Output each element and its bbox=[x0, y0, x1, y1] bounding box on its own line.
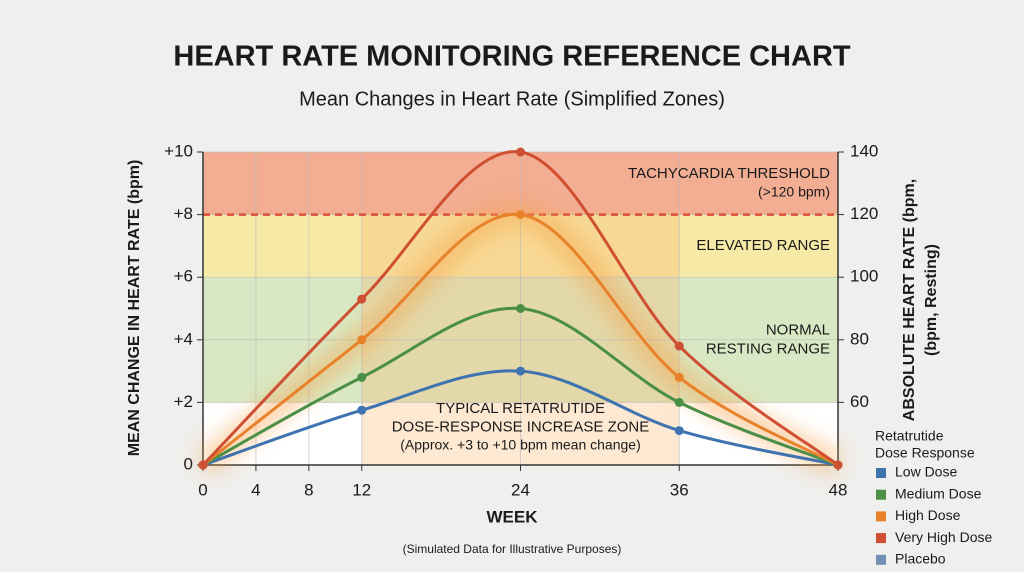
x-tick-label: 36 bbox=[670, 480, 689, 499]
x-tick-label: 48 bbox=[829, 480, 848, 499]
x-tick-label: 24 bbox=[511, 480, 530, 499]
data-point bbox=[674, 341, 684, 351]
data-point bbox=[674, 397, 684, 407]
legend-swatch bbox=[876, 511, 886, 522]
data-point bbox=[357, 405, 367, 415]
zone-label: NORMAL bbox=[766, 321, 830, 338]
zone-label: (>120 bpm) bbox=[758, 184, 830, 200]
y-tick-label: 0 bbox=[184, 454, 193, 473]
zone-label: ELEVATED RANGE bbox=[696, 237, 830, 254]
legend-label: Low Dose bbox=[895, 464, 957, 480]
x-tick-label: 8 bbox=[304, 480, 313, 499]
footnote: (Simulated Data for Illustrative Purpose… bbox=[403, 542, 622, 556]
highlight-label: TYPICAL RETATRUTIDE bbox=[436, 400, 605, 417]
legend-swatch bbox=[876, 489, 886, 500]
data-point bbox=[516, 304, 525, 313]
legend-label: Very High Dose bbox=[895, 529, 992, 545]
data-point bbox=[516, 147, 525, 157]
highlight-label: (Approx. +3 to +10 bpm mean change) bbox=[400, 437, 640, 453]
zone-label: RESTING RANGE bbox=[706, 340, 830, 357]
y2-tick-label: 60 bbox=[850, 392, 869, 411]
data-point bbox=[357, 294, 367, 304]
data-point bbox=[674, 372, 684, 382]
data-point bbox=[833, 460, 843, 470]
x-tick-label: 0 bbox=[198, 480, 207, 499]
legend-swatch bbox=[876, 468, 886, 478]
legend-label: Medium Dose bbox=[895, 485, 982, 501]
legend-swatch bbox=[876, 554, 886, 565]
y2-tick-label: 140 bbox=[850, 141, 878, 160]
y2-axis-label: (bpm, Resting) bbox=[923, 244, 940, 356]
y2-tick-label: 120 bbox=[850, 204, 878, 223]
y2-tick-label: 100 bbox=[850, 267, 878, 286]
x-axis-label: WEEK bbox=[487, 507, 539, 526]
y-tick-label: +4 bbox=[174, 329, 193, 348]
data-point bbox=[516, 366, 525, 376]
legend-title: Dose Response bbox=[875, 445, 975, 461]
legend-label: Placebo bbox=[895, 551, 946, 567]
y-tick-label: +6 bbox=[174, 267, 193, 286]
data-point bbox=[198, 460, 208, 470]
data-point bbox=[516, 210, 525, 220]
zone-label: TACHYCARDIA THRESHOLD bbox=[628, 165, 830, 182]
highlight-label: DOSE-RESPONSE INCREASE ZONE bbox=[392, 418, 650, 435]
y2-tick-label: 80 bbox=[850, 329, 869, 348]
legend-label: High Dose bbox=[895, 507, 961, 523]
data-point bbox=[674, 426, 684, 436]
x-tick-label: 4 bbox=[251, 480, 260, 499]
y-tick-label: +2 bbox=[174, 392, 193, 411]
legend-title: Retatrutide bbox=[875, 428, 944, 444]
x-tick-label: 12 bbox=[352, 480, 371, 499]
chart-title: HEART RATE MONITORING REFERENCE CHART bbox=[173, 41, 850, 73]
y-tick-label: +10 bbox=[164, 141, 193, 160]
data-point bbox=[357, 372, 367, 382]
data-point bbox=[357, 335, 367, 345]
legend-swatch bbox=[876, 533, 886, 544]
y2-axis-label: ABSOLUTE HEART RATE (bpm, bbox=[901, 179, 918, 421]
y-tick-label: +8 bbox=[174, 204, 193, 223]
chart-subtitle: Mean Changes in Heart Rate (Simplified Z… bbox=[299, 88, 725, 110]
y-axis-label: MEAN CHANGE IN HEART RATE (bpm) bbox=[126, 160, 143, 457]
